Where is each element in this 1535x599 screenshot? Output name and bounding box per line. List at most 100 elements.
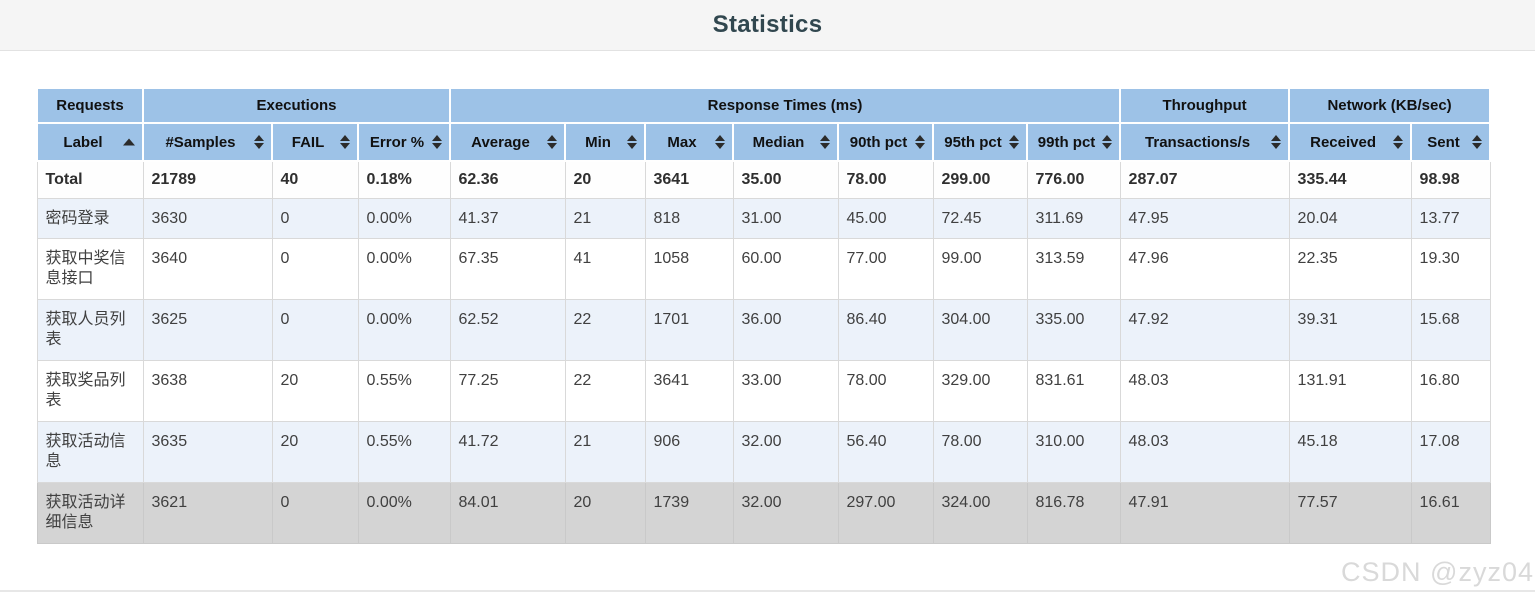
cell-received: 20.04: [1288, 198, 1412, 239]
cell-max: 906: [644, 421, 734, 483]
cell-p90: 45.00: [837, 198, 934, 239]
table-row: 获取奖品列表 3638 20 0.55% 77.25 22 3641 33.00 78.00 32…: [36, 360, 1491, 422]
column-header-average[interactable]: Average: [449, 122, 566, 162]
column-header-label: Transactions/s: [1145, 133, 1251, 151]
cell-error: 0.00%: [357, 198, 451, 239]
column-header-error[interactable]: Error %: [357, 122, 451, 162]
column-header-label: 90th pct: [849, 133, 908, 151]
cell-p95: 329.00: [932, 360, 1028, 422]
column-header-sent[interactable]: Sent: [1410, 122, 1492, 162]
column-header-row: Label #Samples FAIL Error % Average Min Max Med…: [36, 122, 1492, 162]
cell-fail: 0: [271, 198, 359, 239]
sort-icon: [627, 135, 637, 149]
column-header-label: FAIL: [291, 133, 325, 151]
cell-p90: 78.00: [837, 360, 934, 422]
column-header-label: Max: [667, 133, 697, 151]
group-header-network-kb-sec: Network (KB/sec): [1288, 87, 1492, 124]
column-header-label: Received: [1310, 133, 1376, 151]
column-header-max[interactable]: Max: [644, 122, 734, 162]
cell-label: Total: [36, 160, 144, 199]
cell-p95: 299.00: [932, 160, 1028, 199]
sort-icon: [547, 135, 557, 149]
page-title: Statistics: [712, 11, 823, 38]
cell-tps: 47.95: [1119, 198, 1290, 239]
cell-tps: 48.03: [1119, 360, 1290, 422]
cell-samples: 3621: [142, 482, 273, 544]
cell-samples: 3640: [142, 238, 273, 300]
cell-error: 0.18%: [357, 160, 451, 199]
section-divider: [0, 590, 1535, 592]
cell-label: 获取人员列表: [36, 299, 144, 361]
cell-p90: 77.00: [837, 238, 934, 300]
table-header: Requests Executions Response Times (ms) Thr…: [36, 87, 1492, 162]
cell-label: 获取中奖信息接口: [36, 238, 144, 300]
column-header-p90[interactable]: 90th pct: [837, 122, 934, 162]
cell-samples: 3625: [142, 299, 273, 361]
cell-sent: 15.68: [1410, 299, 1491, 361]
column-header-label: Median: [752, 133, 805, 151]
cell-received: 335.44: [1288, 160, 1412, 199]
column-header-tps[interactable]: Transactions/s: [1119, 122, 1291, 162]
cell-average: 62.52: [449, 299, 566, 361]
column-header-median[interactable]: Median: [732, 122, 839, 162]
cell-max: 1058: [644, 238, 734, 300]
cell-min: 21: [564, 198, 646, 239]
cell-average: 77.25: [449, 360, 566, 422]
cell-min: 20: [564, 482, 646, 544]
cell-average: 41.37: [449, 198, 566, 239]
cell-median: 33.00: [732, 360, 839, 422]
sort-icon: [820, 135, 830, 149]
sort-icon: [432, 135, 442, 149]
statistics-table: Requests Executions Response Times (ms) Thr…: [36, 87, 1492, 544]
column-header-received[interactable]: Received: [1288, 122, 1413, 162]
cell-label: 获取活动详细信息: [36, 482, 144, 544]
cell-p99: 776.00: [1026, 160, 1121, 199]
sort-icon: [1271, 135, 1282, 149]
sort-icon: [715, 135, 725, 149]
column-header-p95[interactable]: 95th pct: [932, 122, 1028, 162]
cell-p90: 297.00: [837, 482, 934, 544]
cell-error: 0.00%: [357, 238, 451, 300]
cell-sent: 13.77: [1410, 198, 1491, 239]
column-header-samples[interactable]: #Samples: [142, 122, 273, 162]
cell-median: 32.00: [732, 421, 839, 483]
column-header-label: #Samples: [165, 133, 236, 151]
column-header-label: Label: [63, 133, 103, 151]
sort-icon: [915, 135, 925, 149]
cell-p95: 72.45: [932, 198, 1028, 239]
column-header-fail[interactable]: FAIL: [271, 122, 359, 162]
cell-received: 22.35: [1288, 238, 1412, 300]
cell-max: 3641: [644, 360, 734, 422]
column-header-p99[interactable]: 99th pct: [1025, 122, 1122, 162]
cell-tps: 47.92: [1119, 299, 1290, 361]
cell-fail: 0: [271, 238, 359, 300]
cell-sent: 16.61: [1410, 482, 1491, 544]
cell-fail: 20: [271, 421, 359, 483]
cell-sent: 16.80: [1410, 360, 1491, 422]
table-row: 获取人员列表 3625 0 0.00% 62.52 22 1701 36.00 86.40 304…: [36, 299, 1491, 361]
cell-p99: 335.00: [1026, 299, 1121, 361]
cell-median: 32.00: [732, 482, 839, 544]
table-row: 获取活动信息 3635 20 0.55% 41.72 21 906 32.00 56.40 78.…: [36, 421, 1491, 483]
cell-min: 41: [564, 238, 646, 300]
column-header-label: 99th pct: [1037, 133, 1096, 151]
table-row: 获取活动详细信息 3621 0 0.00% 84.01 20 1739 32.00 297.00…: [36, 482, 1491, 544]
group-header-requests: Requests: [36, 87, 144, 124]
sort-icon: [1009, 135, 1019, 149]
column-header-label: Sent: [1427, 133, 1460, 151]
column-header-label[interactable]: Label: [36, 122, 144, 162]
cell-median: 60.00: [732, 238, 839, 300]
cell-min: 21: [564, 421, 646, 483]
cell-max: 818: [644, 198, 734, 239]
sort-icon: [1472, 135, 1483, 149]
group-header-response-times-ms: Response Times (ms): [448, 87, 1122, 124]
cell-fail: 40: [271, 160, 359, 199]
cell-p90: 86.40: [837, 299, 934, 361]
sort-icon: [254, 135, 264, 149]
column-header-min[interactable]: Min: [564, 122, 646, 162]
table-row-total: Total 21789 40 0.18% 62.36 20 3641 35.00 78.00 29…: [36, 160, 1491, 199]
cell-average: 62.36: [449, 160, 566, 199]
group-header-row: Requests Executions Response Times (ms) Thr…: [36, 87, 1492, 124]
cell-fail: 0: [271, 482, 359, 544]
